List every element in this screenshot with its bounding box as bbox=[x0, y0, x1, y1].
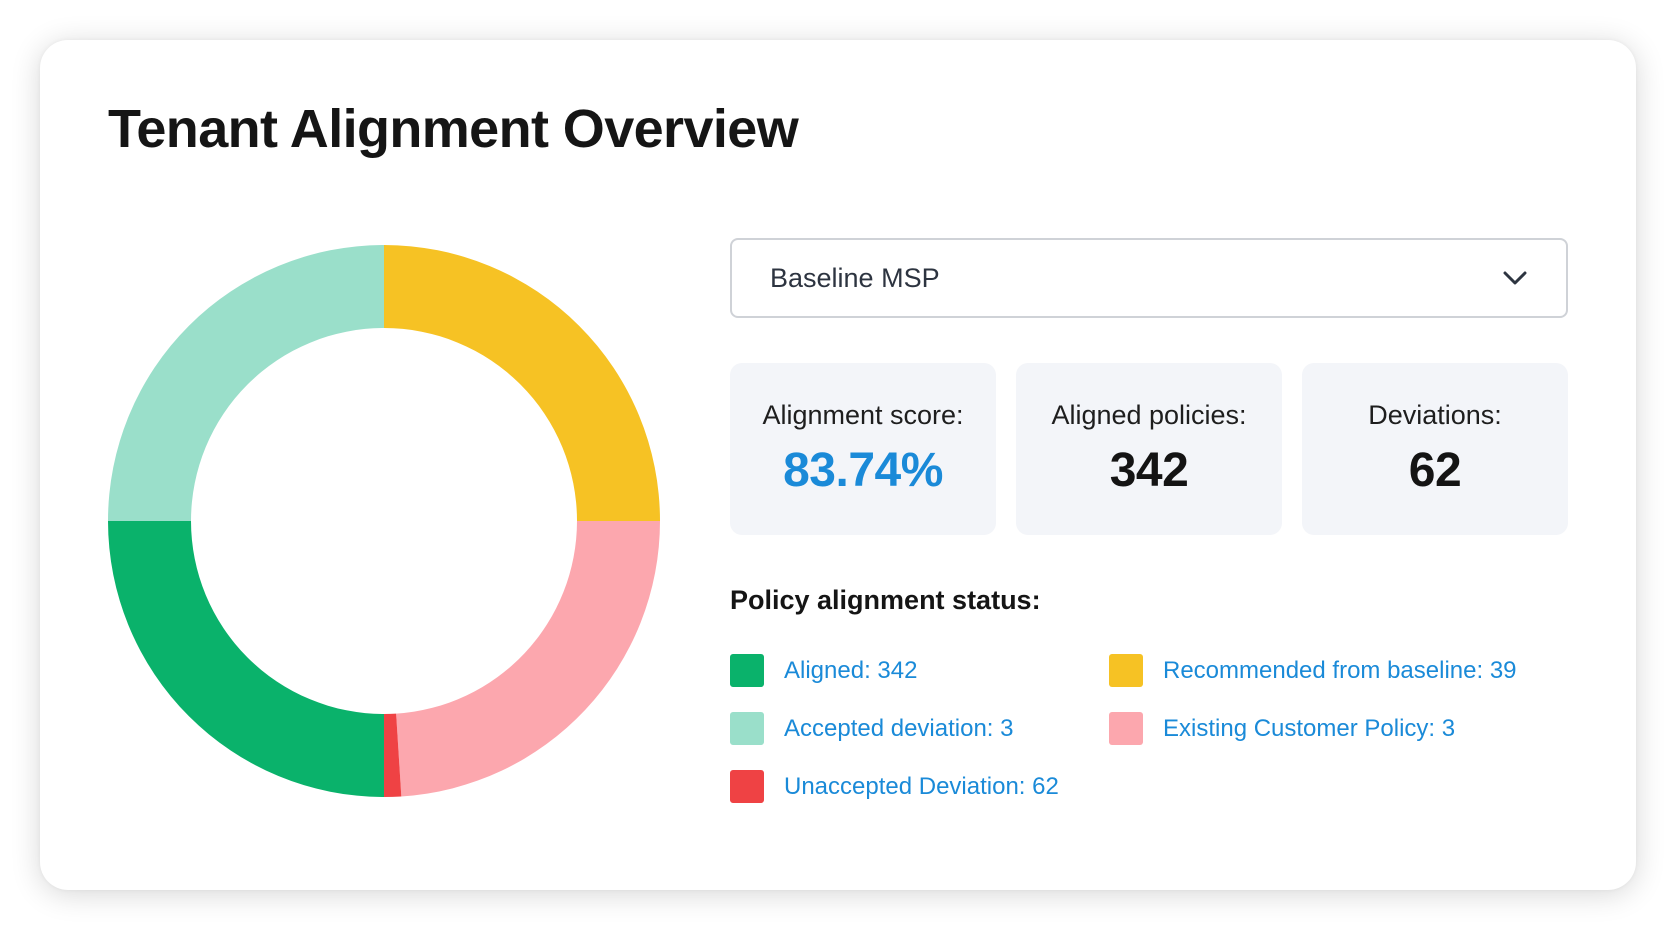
donut-segment-4[interactable] bbox=[108, 245, 384, 521]
legend-label: Unaccepted Deviation: 62 bbox=[784, 772, 1059, 800]
aligned-policies-value: 342 bbox=[1109, 444, 1189, 497]
alignment-score-value: 83.74% bbox=[783, 444, 943, 497]
legend-item-existing-policy[interactable]: Existing Customer Policy: 3 bbox=[1109, 712, 1568, 745]
baseline-select-value: Baseline MSP bbox=[770, 262, 940, 293]
alignment-score-card: Alignment score: 83.74% bbox=[730, 363, 996, 535]
alignment-donut-chart bbox=[108, 245, 660, 797]
legend-swatch bbox=[730, 770, 764, 803]
deviations-value: 62 bbox=[1408, 444, 1462, 497]
chevron-down-icon bbox=[1500, 263, 1530, 293]
legend-item-accepted-deviation[interactable]: Accepted deviation: 3 bbox=[730, 712, 1109, 745]
stats-row: Alignment score: 83.74% Aligned policies… bbox=[730, 363, 1568, 535]
legend-item-aligned[interactable]: Aligned: 342 bbox=[730, 654, 1109, 687]
baseline-select[interactable]: Baseline MSP bbox=[730, 238, 1568, 318]
legend-item-unaccepted-deviation[interactable]: Unaccepted Deviation: 62 bbox=[730, 770, 1109, 803]
donut-segment-3[interactable] bbox=[108, 521, 384, 797]
legend-label: Accepted deviation: 3 bbox=[784, 714, 1014, 742]
deviations-card: Deviations: 62 bbox=[1302, 363, 1568, 535]
aligned-policies-card: Aligned policies: 342 bbox=[1016, 363, 1282, 535]
legend-label: Aligned: 342 bbox=[784, 656, 918, 684]
stat-label: Aligned policies: bbox=[1051, 400, 1247, 430]
legend-title: Policy alignment status: bbox=[730, 585, 1041, 615]
legend-swatch bbox=[1109, 712, 1143, 745]
donut-segment-1[interactable] bbox=[396, 521, 660, 797]
donut-segment-2[interactable] bbox=[384, 713, 402, 797]
legend-item-recommended[interactable]: Recommended from baseline: 39 bbox=[1109, 654, 1568, 687]
legend-label: Recommended from baseline: 39 bbox=[1163, 656, 1517, 684]
legend-label: Existing Customer Policy: 3 bbox=[1163, 714, 1456, 742]
legend: Aligned: 342 Recommended from baseline: … bbox=[730, 654, 1568, 803]
alignment-overview-card: Tenant Alignment Overview Baseline MSP A… bbox=[40, 40, 1636, 890]
legend-swatch bbox=[730, 654, 764, 687]
legend-swatch bbox=[1109, 654, 1143, 687]
legend-swatch bbox=[730, 712, 764, 745]
stat-label: Deviations: bbox=[1368, 400, 1502, 430]
page-title: Tenant Alignment Overview bbox=[108, 99, 799, 159]
stat-label: Alignment score: bbox=[762, 400, 964, 430]
donut-segment-0[interactable] bbox=[384, 245, 660, 521]
